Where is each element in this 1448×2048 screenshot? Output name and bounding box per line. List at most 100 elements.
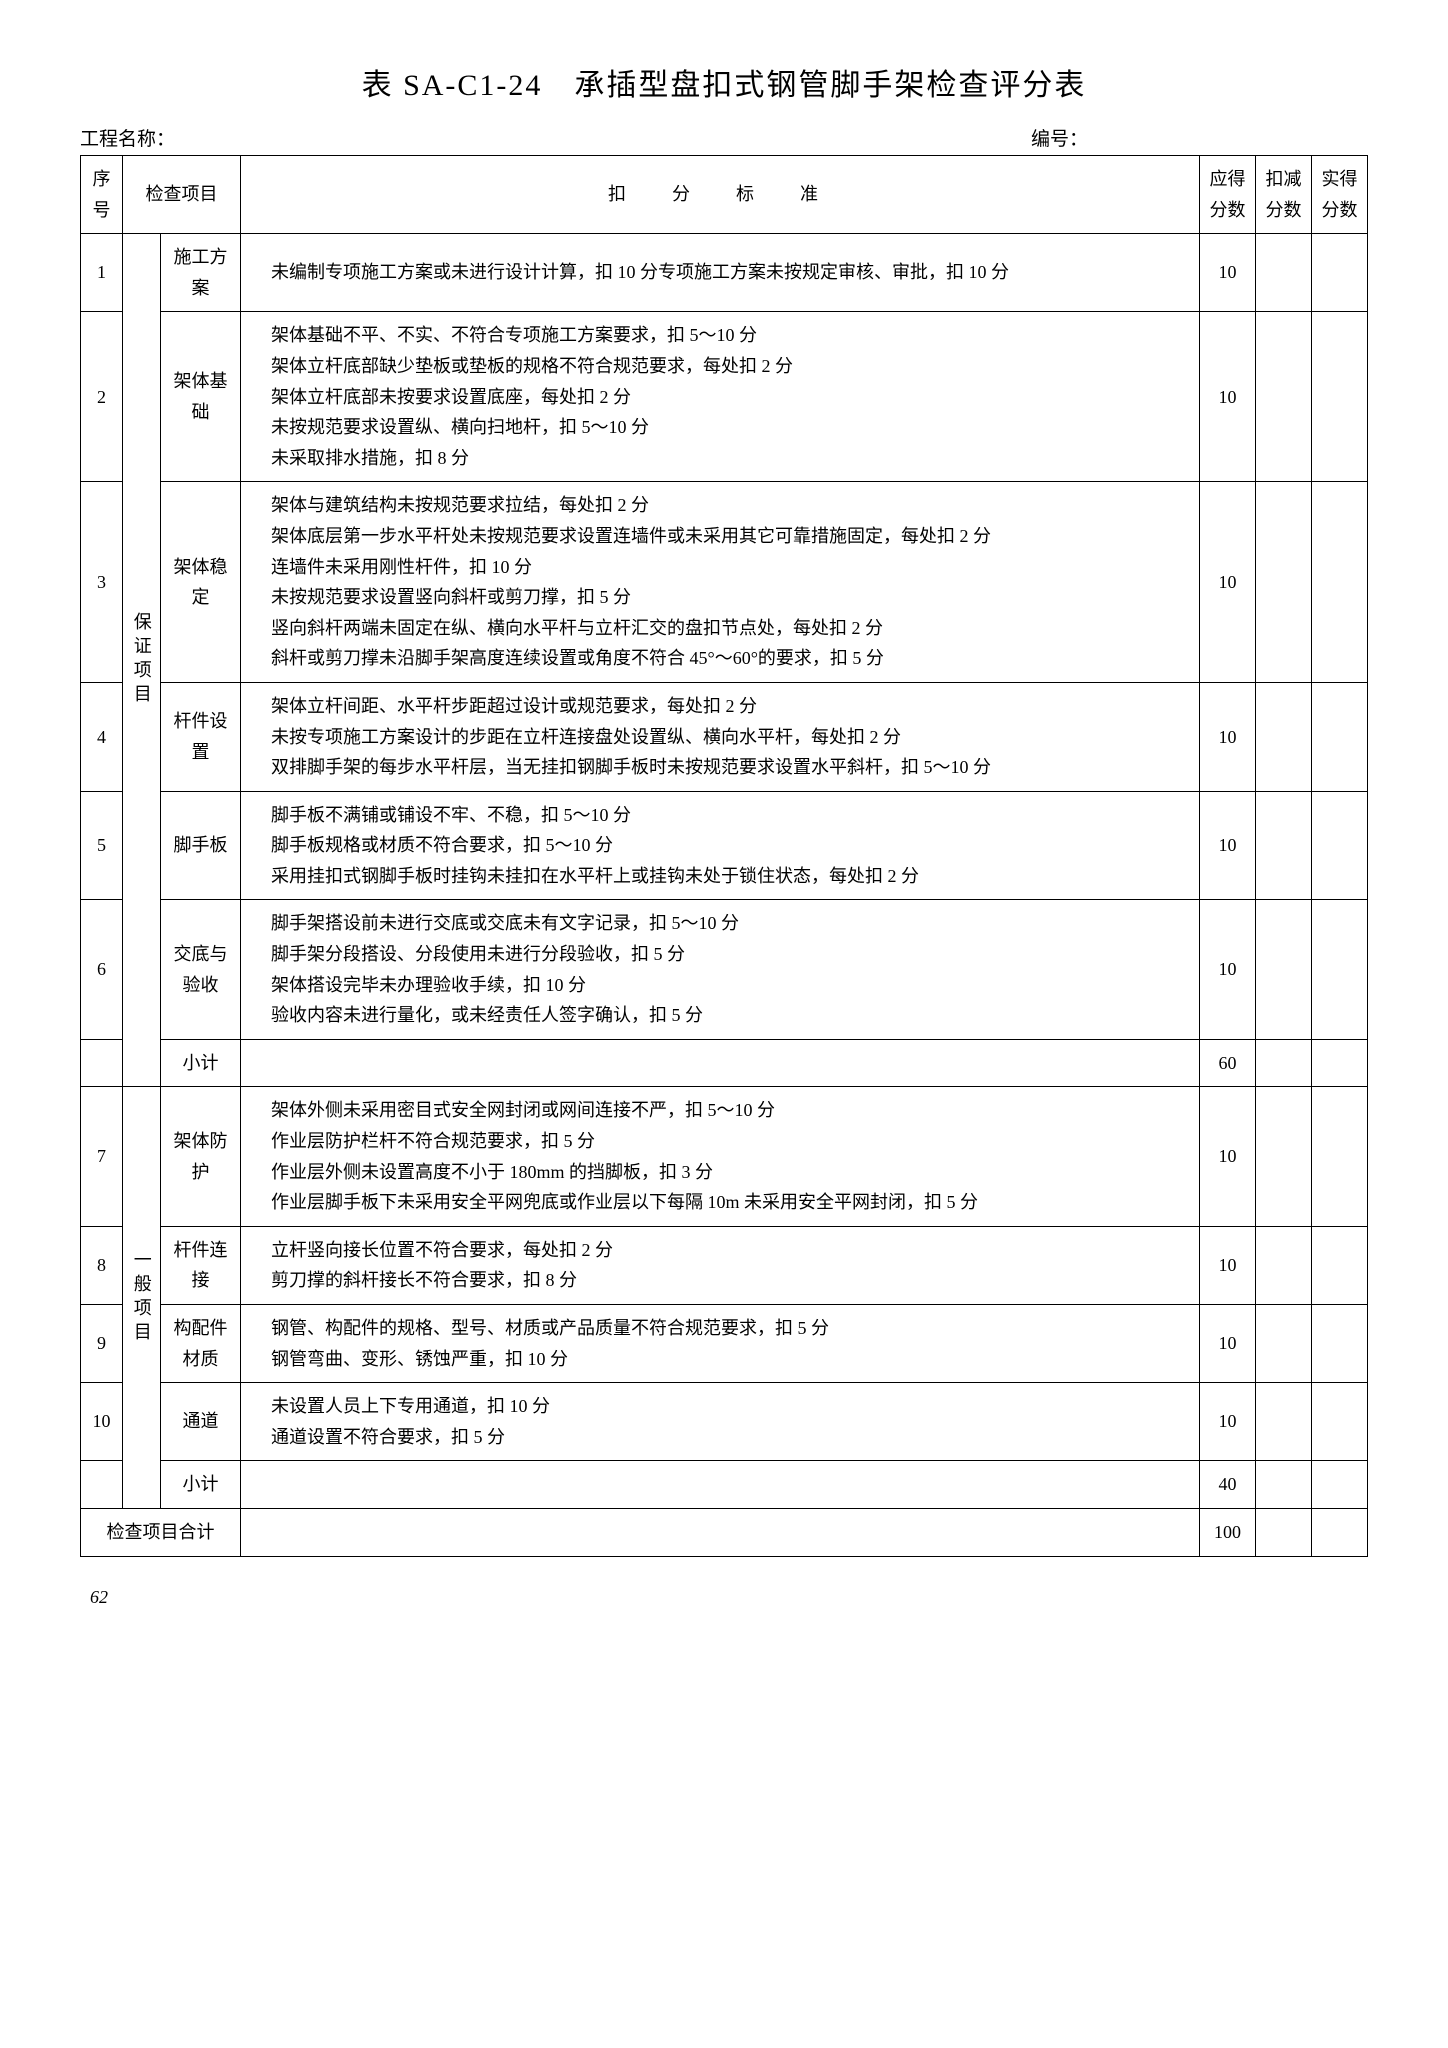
seq-cell-empty <box>81 1039 123 1087</box>
seq-cell: 4 <box>81 682 123 791</box>
criteria-cell: 未设置人员上下专用通道，扣 10 分通道设置不符合要求，扣 5 分 <box>241 1383 1200 1461</box>
criteria-cell: 未编制专项施工方案或未进行设计计算，扣 10 分专项施工方案未按规定审核、审批，… <box>241 234 1200 312</box>
seq-cell: 9 <box>81 1305 123 1383</box>
table-row: 6 交底与验收 脚手架搭设前未进行交底或交底未有文字记录，扣 5～10 分脚手架… <box>81 900 1368 1039</box>
deduct-score-cell <box>1256 1508 1312 1556</box>
seq-cell: 8 <box>81 1226 123 1304</box>
criteria-empty <box>241 1461 1200 1509</box>
seq-cell: 6 <box>81 900 123 1039</box>
actual-score-cell <box>1312 1039 1368 1087</box>
item-cell: 通道 <box>161 1383 241 1461</box>
actual-score-cell <box>1312 1461 1368 1509</box>
page-number: 62 <box>80 1587 1368 1608</box>
seq-cell: 1 <box>81 234 123 312</box>
table-header-row: 序号 检查项目 扣 分 标 准 应得分数 扣减分数 实得分数 <box>81 156 1368 234</box>
item-cell: 杆件设置 <box>161 682 241 791</box>
deduct-score-cell <box>1256 900 1312 1039</box>
item-cell: 施工方案 <box>161 234 241 312</box>
table-row: 4 杆件设置 架体立杆间距、水平杆步距超过设计或规范要求，每处扣 2 分未按专项… <box>81 682 1368 791</box>
table-row: 1 保证项目 施工方案 未编制专项施工方案或未进行设计计算，扣 10 分专项施工… <box>81 234 1368 312</box>
col-criteria-header: 扣 分 标 准 <box>241 156 1200 234</box>
deduct-score-cell <box>1256 1087 1312 1226</box>
table-row: 9 构配件材质 钢管、构配件的规格、型号、材质或产品质量不符合规范要求，扣 5 … <box>81 1305 1368 1383</box>
seq-cell: 2 <box>81 312 123 482</box>
actual-score-cell <box>1312 234 1368 312</box>
actual-score-cell <box>1312 1508 1368 1556</box>
deduct-score-cell <box>1256 482 1312 683</box>
due-score-cell: 10 <box>1200 482 1256 683</box>
item-cell: 脚手板 <box>161 791 241 900</box>
criteria-empty <box>241 1508 1200 1556</box>
due-score-cell: 10 <box>1200 1305 1256 1383</box>
table-row: 2 架体基础 架体基础不平、不实、不符合专项施工方案要求，扣 5～10 分架体立… <box>81 312 1368 482</box>
seq-cell: 5 <box>81 791 123 900</box>
table-row: 8 杆件连接 立杆竖向接长位置不符合要求，每处扣 2 分剪刀撑的斜杆接长不符合要… <box>81 1226 1368 1304</box>
deduct-score-cell <box>1256 312 1312 482</box>
seq-cell-empty <box>81 1461 123 1509</box>
total-label: 检查项目合计 <box>81 1508 241 1556</box>
subtotal-a-label: 小计 <box>161 1039 241 1087</box>
project-name-label: 工程名称： <box>80 124 175 151</box>
seq-cell: 3 <box>81 482 123 683</box>
deduct-score-cell <box>1256 1383 1312 1461</box>
table-row: 10 通道 未设置人员上下专用通道，扣 10 分通道设置不符合要求，扣 5 分 … <box>81 1383 1368 1461</box>
due-score-cell: 10 <box>1200 234 1256 312</box>
due-score-cell: 10 <box>1200 312 1256 482</box>
due-score-cell: 10 <box>1200 1383 1256 1461</box>
item-cell: 杆件连接 <box>161 1226 241 1304</box>
table-row: 3 架体稳定 架体与建筑结构未按规范要求拉结，每处扣 2 分架体底层第一步水平杆… <box>81 482 1368 683</box>
criteria-cell: 立杆竖向接长位置不符合要求，每处扣 2 分剪刀撑的斜杆接长不符合要求，扣 8 分 <box>241 1226 1200 1304</box>
actual-score-cell <box>1312 682 1368 791</box>
header-row: 工程名称： 编号： <box>80 124 1368 151</box>
deduct-score-cell <box>1256 1461 1312 1509</box>
scoring-table: 序号 检查项目 扣 分 标 准 应得分数 扣减分数 实得分数 1 保证项目 施工… <box>80 155 1368 1557</box>
col-seq-header: 序号 <box>81 156 123 234</box>
item-cell: 架体稳定 <box>161 482 241 683</box>
criteria-cell: 架体外侧未采用密目式安全网封闭或网间连接不严，扣 5～10 分作业层防护栏杆不符… <box>241 1087 1200 1226</box>
subtotal-a-score: 60 <box>1200 1039 1256 1087</box>
criteria-cell: 架体基础不平、不实、不符合专项施工方案要求，扣 5～10 分架体立杆底部缺少垫板… <box>241 312 1200 482</box>
category-b-cell: 一般项目 <box>123 1087 161 1509</box>
actual-score-cell <box>1312 1383 1368 1461</box>
criteria-empty <box>241 1039 1200 1087</box>
deduct-score-cell <box>1256 1039 1312 1087</box>
due-score-cell: 10 <box>1200 682 1256 791</box>
subtotal-b-score: 40 <box>1200 1461 1256 1509</box>
page-container: 表 SA-C1-24 承插型盘扣式钢管脚手架检查评分表 工程名称： 编号： 序号… <box>80 60 1368 1608</box>
item-cell: 架体基础 <box>161 312 241 482</box>
table-title: 表 SA-C1-24 承插型盘扣式钢管脚手架检查评分表 <box>80 60 1368 104</box>
actual-score-cell <box>1312 482 1368 683</box>
col-deduct-header: 扣减分数 <box>1256 156 1312 234</box>
total-row: 检查项目合计 100 <box>81 1508 1368 1556</box>
deduct-score-cell <box>1256 791 1312 900</box>
col-inspect-header: 检查项目 <box>123 156 241 234</box>
deduct-score-cell <box>1256 682 1312 791</box>
table-row: 7 一般项目 架体防护 架体外侧未采用密目式安全网封闭或网间连接不严，扣 5～1… <box>81 1087 1368 1226</box>
category-a-cell: 保证项目 <box>123 234 161 1087</box>
criteria-cell: 钢管、构配件的规格、型号、材质或产品质量不符合规范要求，扣 5 分钢管弯曲、变形… <box>241 1305 1200 1383</box>
actual-score-cell <box>1312 900 1368 1039</box>
criteria-cell: 架体与建筑结构未按规范要求拉结，每处扣 2 分架体底层第一步水平杆处未按规范要求… <box>241 482 1200 683</box>
criteria-cell: 架体立杆间距、水平杆步距超过设计或规范要求，每处扣 2 分未按专项施工方案设计的… <box>241 682 1200 791</box>
col-actual-header: 实得分数 <box>1312 156 1368 234</box>
subtotal-row: 小计 40 <box>81 1461 1368 1509</box>
actual-score-cell <box>1312 1087 1368 1226</box>
actual-score-cell <box>1312 1305 1368 1383</box>
item-cell: 交底与验收 <box>161 900 241 1039</box>
deduct-score-cell <box>1256 234 1312 312</box>
number-label: 编号： <box>1031 124 1368 151</box>
actual-score-cell <box>1312 1226 1368 1304</box>
criteria-cell: 脚手板不满铺或铺设不牢、不稳，扣 5～10 分脚手板规格或材质不符合要求，扣 5… <box>241 791 1200 900</box>
actual-score-cell <box>1312 791 1368 900</box>
due-score-cell: 10 <box>1200 1226 1256 1304</box>
due-score-cell: 10 <box>1200 791 1256 900</box>
table-row: 5 脚手板 脚手板不满铺或铺设不牢、不稳，扣 5～10 分脚手板规格或材质不符合… <box>81 791 1368 900</box>
due-score-cell: 10 <box>1200 900 1256 1039</box>
col-due-header: 应得分数 <box>1200 156 1256 234</box>
due-score-cell: 10 <box>1200 1087 1256 1226</box>
actual-score-cell <box>1312 312 1368 482</box>
deduct-score-cell <box>1256 1305 1312 1383</box>
item-cell: 架体防护 <box>161 1087 241 1226</box>
subtotal-row: 小计 60 <box>81 1039 1368 1087</box>
seq-cell: 7 <box>81 1087 123 1226</box>
